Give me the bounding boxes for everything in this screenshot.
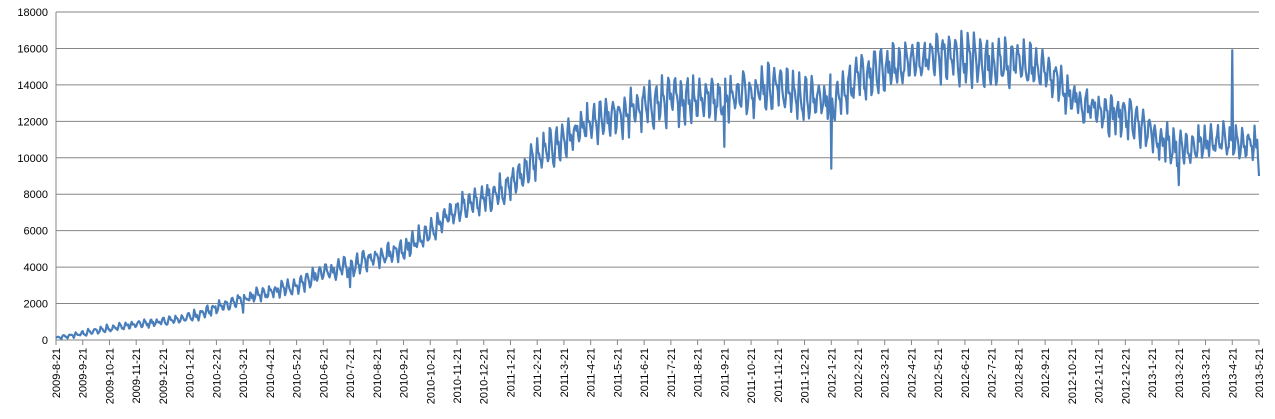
x-tick-label: 2010-8-21 [372,348,384,398]
x-tick-label: 2009-8-21 [51,348,63,398]
x-axis-labels: 2009-8-21 2009-9-21 2009-10-21 2009-11-21 20… [51,348,1266,404]
series-group [55,29,1261,341]
series-line [55,29,1261,341]
x-tick-label: 2013-1-21 [1147,348,1159,398]
y-tick-label: 10000 [17,153,48,165]
x-tick-label: 2012-3-21 [880,348,892,398]
x-tick-label: 2009-9-21 [78,348,90,398]
x-tick-label: 2013-2-21 [1174,348,1186,398]
x-axis [55,12,1260,345]
x-tick-label: 2010-4-21 [265,348,277,398]
y-axis-labels: 0 2000 4000 6000 8000 10000 12000 14000 16000 180… [17,7,48,347]
x-tick-label: 2011-7-21 [666,348,678,397]
x-tick-label: 2010-10-21 [425,348,437,404]
x-tick-label: 2011-11-21 [773,348,785,403]
x-tick-label: 2012-11-21 [1094,348,1106,403]
x-tick-label: 2011-1-21 [505,348,517,397]
x-tick-label: 2011-2-21 [532,348,544,397]
x-tick-label: 2012-2-21 [853,348,865,398]
x-tick-label: 2010-3-21 [238,348,250,398]
x-tick-label: 2011-3-21 [559,348,571,397]
y-tick-label: 0 [42,335,48,347]
x-tick-label: 2011-6-21 [639,348,651,397]
x-tick-label: 2009-11-21 [131,348,143,403]
x-tick-label: 2009-12-21 [158,348,170,404]
x-tick-label: 2012-4-21 [906,348,918,398]
x-tick-label: 2012-9-21 [1040,348,1052,398]
x-tick-label: 2010-11-21 [452,348,464,403]
x-tick-label: 2011-5-21 [612,348,624,397]
x-tick-label: 2012-12-21 [1120,348,1132,404]
y-tick-label: 18000 [17,7,48,19]
x-tick-label: 2012-1-21 [826,348,838,398]
x-tick-label: 2010-5-21 [292,348,304,398]
x-tick-label: 2013-4-21 [1227,348,1239,398]
x-tick-label: 2011-4-21 [586,348,598,397]
y-tick-label: 14000 [17,80,48,92]
y-tick-label: 6000 [24,226,48,238]
x-tick-label: 2011-8-21 [693,348,705,397]
x-tick-label: 2012-5-21 [933,348,945,398]
x-tick-label: 2012-8-21 [1013,348,1025,398]
x-tick-label: 2013-3-21 [1201,348,1213,398]
x-tick-label: 2013-5-21 [1254,348,1266,398]
x-tick-label: 2010-2-21 [211,348,223,398]
x-tick-label: 2010-7-21 [345,348,357,398]
x-tick-label: 2010-9-21 [399,348,411,398]
x-tick-label: 2011-10-21 [746,348,758,403]
y-tick-label: 12000 [17,116,48,128]
y-tick-label: 16000 [17,43,48,55]
x-tick-label: 2012-10-21 [1067,348,1079,404]
x-tick-label: 2009-10-21 [104,348,116,404]
x-tick-label: 2012-7-21 [987,348,999,398]
x-tick-label: 2010-12-21 [479,348,491,404]
y-tick-label: 8000 [24,189,48,201]
x-tick-label: 2010-1-21 [185,348,197,398]
x-tick-label: 2011-12-21 [800,348,812,403]
x-tick-label: 2012-6-21 [960,348,972,398]
x-tick-label: 2010-6-21 [318,348,330,398]
y-tick-label: 4000 [24,262,48,274]
y-tick-label: 2000 [24,299,48,311]
grid-lines [56,11,1259,305]
x-tick-label: 2011-9-21 [719,348,731,397]
